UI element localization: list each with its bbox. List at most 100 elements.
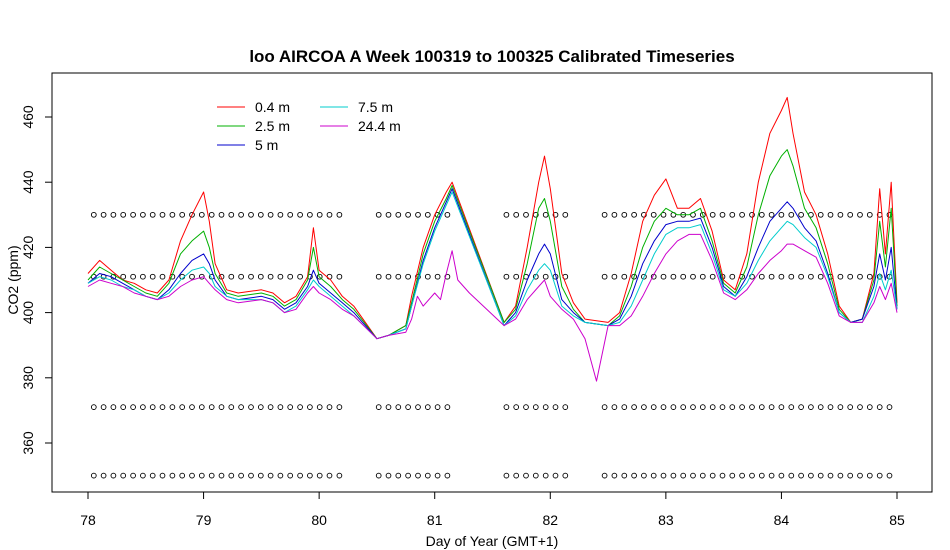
reference-marker-point [248, 404, 254, 410]
reference-marker-point [169, 211, 176, 218]
reference-marker-point [434, 404, 441, 410]
reference-marker-point [709, 404, 716, 410]
reference-marker-point [847, 211, 854, 218]
reference-marker-point [385, 404, 392, 410]
reference-marker-point [542, 273, 549, 280]
reference-marker-point [130, 211, 136, 218]
reference-marker-point [434, 472, 441, 479]
reference-marker-point [857, 472, 863, 479]
reference-marker-point [169, 404, 176, 410]
reference-marker-point [847, 273, 854, 280]
reference-marker-point [641, 211, 647, 218]
reference-marker-point [90, 211, 97, 218]
y-tick-label: 440 [20, 170, 36, 194]
reference-marker-point [817, 273, 824, 280]
reference-marker-point [611, 211, 618, 218]
reference-marker-point [532, 472, 539, 479]
reference-marker-point [395, 211, 402, 218]
reference-marker-point [827, 211, 834, 218]
reference-marker-point [808, 273, 814, 280]
reference-marker-point [503, 273, 510, 280]
reference-marker-point [817, 472, 824, 479]
reference-marker-point [660, 404, 667, 410]
reference-marker-point [395, 404, 402, 410]
reference-marker-point [866, 404, 873, 410]
reference-marker-point [778, 211, 785, 218]
reference-marker-point [523, 404, 529, 410]
reference-marker-point [444, 404, 451, 410]
reference-marker-point [847, 404, 854, 410]
y-tick-label: 400 [20, 301, 36, 325]
reference-marker-point [159, 404, 166, 410]
reference-marker-point [749, 211, 755, 218]
reference-marker-point [316, 404, 323, 410]
reference-marker-point [611, 472, 618, 479]
reference-marker-point [837, 211, 844, 218]
reference-marker-point [415, 472, 421, 479]
reference-marker-point [120, 472, 127, 479]
reference-marker-point [248, 211, 254, 218]
reference-marker-point [749, 472, 755, 479]
reference-marker-point [650, 472, 657, 479]
reference-marker-point [385, 472, 392, 479]
reference-marker-point [562, 472, 569, 479]
reference-marker-point [866, 273, 873, 280]
reference-marker-point [670, 404, 677, 410]
reference-marker-point [257, 211, 264, 218]
reference-marker-point [641, 404, 647, 410]
reference-marker-point [631, 211, 637, 218]
reference-marker-point [631, 404, 637, 410]
reference-marker-point [424, 273, 431, 280]
reference-marker-point [631, 472, 637, 479]
reference-marker-point [778, 404, 785, 410]
reference-marker-point [699, 211, 706, 218]
reference-marker-point [523, 211, 529, 218]
reference-marker-point [444, 211, 451, 218]
legend-label: 5 m [255, 137, 278, 153]
reference-marker-point [798, 404, 804, 410]
reference-marker-point [424, 211, 431, 218]
reference-marker-point [709, 211, 716, 218]
legend-label: 24.4 m [358, 118, 401, 134]
reference-marker-point [218, 472, 225, 479]
reference-marker-point [788, 472, 795, 479]
reference-marker-point [415, 404, 421, 410]
reference-marker-point [120, 404, 127, 410]
x-axis: 78 79 80 81 82 83 84 85 [80, 491, 905, 528]
reference-marker-point [886, 404, 893, 410]
reference-marker-point [709, 273, 716, 280]
reference-marker-point [601, 404, 608, 410]
reference-marker-point [257, 273, 264, 280]
reference-marker-point [670, 472, 677, 479]
reference-marker-point [758, 211, 765, 218]
reference-marker-point [169, 472, 176, 479]
reference-marker-point [532, 404, 539, 410]
reference-marker-point [159, 472, 166, 479]
reference-marker-point [267, 273, 274, 280]
reference-marker-point [218, 404, 225, 410]
reference-marker-point [513, 404, 520, 410]
reference-marker-point [798, 472, 804, 479]
reference-marker-point [670, 273, 677, 280]
reference-marker-point [267, 472, 274, 479]
reference-marker-point [257, 472, 264, 479]
reference-marker-point [680, 273, 687, 280]
reference-marker-point [405, 273, 411, 280]
reference-marker-point [336, 273, 343, 280]
reference-marker-point [405, 211, 411, 218]
reference-marker-point [316, 472, 323, 479]
reference-marker-point [208, 472, 215, 479]
reference-marker-point [758, 273, 765, 280]
reference-marker-point [120, 211, 127, 218]
reference-markers [90, 211, 893, 479]
reference-marker-point [778, 273, 785, 280]
x-tick-label: 78 [80, 512, 96, 528]
reference-marker-point [297, 211, 303, 218]
reference-marker-point [690, 472, 696, 479]
reference-marker-point [395, 273, 402, 280]
reference-marker-point [758, 404, 765, 410]
reference-marker-point [847, 472, 854, 479]
reference-marker-point [768, 472, 775, 479]
reference-marker-point [228, 211, 235, 218]
